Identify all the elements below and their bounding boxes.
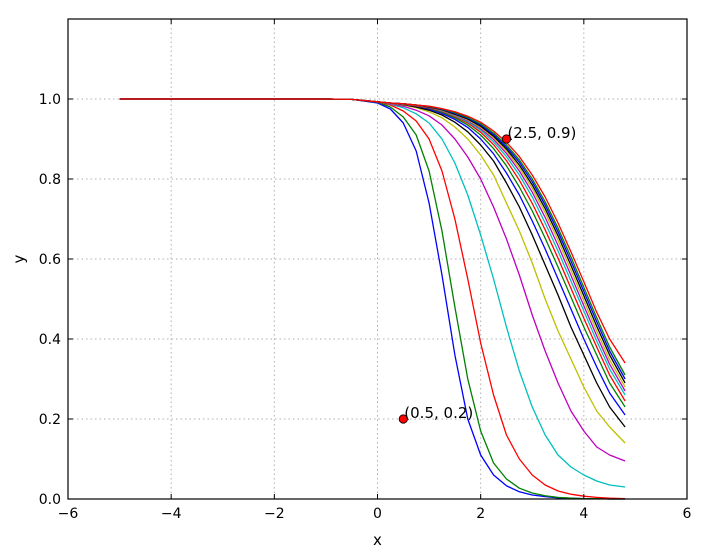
annotation-point-2 [398, 414, 408, 424]
x-axis-label: x [373, 531, 382, 549]
y-tick-label: 0.8 [39, 172, 61, 188]
series-lines [119, 98, 626, 500]
annotation-label-2: (0.5, 0.2) [404, 404, 473, 422]
y-tick-label: 0.0 [39, 492, 61, 508]
y-tick-label: 0.2 [39, 412, 61, 428]
y-axis-label: y [10, 254, 28, 263]
series-line-17 [119, 98, 626, 364]
x-tick-label: −6 [58, 506, 79, 522]
x-tick-label: −4 [161, 506, 182, 522]
annotation-markers: (2.5, 0.9) (0.5, 0.2) [398, 124, 576, 424]
y-tick-label: 0.4 [39, 332, 61, 348]
x-tick-label: 0 [373, 506, 382, 522]
y-tick-label: 0.6 [39, 252, 61, 268]
x-tick-label: 6 [683, 506, 692, 522]
x-tick-label: −2 [264, 506, 285, 522]
axis-ticks: −6 −4 −2 0 2 4 6 0.0 0.2 0.4 0.6 0.8 1.0 [39, 19, 692, 522]
x-tick-label: 4 [579, 506, 588, 522]
annotation-label-1: (2.5, 0.9) [507, 124, 576, 142]
x-tick-label: 2 [476, 506, 485, 522]
annotation-point-1 [501, 134, 512, 144]
y-tick-label: 1.0 [39, 92, 61, 108]
